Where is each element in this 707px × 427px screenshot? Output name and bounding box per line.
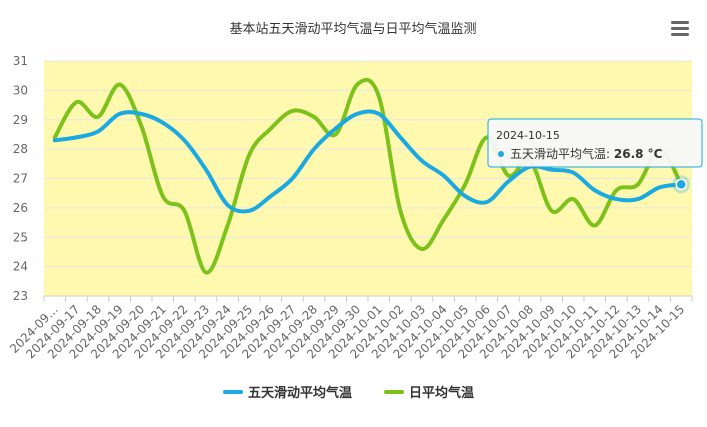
legend-swatch — [384, 390, 404, 394]
menu-button[interactable] — [666, 16, 694, 40]
tooltip-date: 2024-10-15 — [496, 129, 560, 142]
x-axis-labels: 2024-09…2024-09-172024-09-182024-09-1920… — [7, 302, 687, 361]
y-tick-label: 23 — [13, 289, 28, 303]
tooltip-series: 五天滑动平均气温: 26.8 °C — [510, 146, 663, 161]
legend: 五天滑动平均气温 日平均气温 — [223, 385, 474, 401]
tooltip: 2024-10-15 五天滑动平均气温: 26.8 °C — [487, 118, 703, 168]
y-tick-label: 24 — [13, 260, 28, 274]
tooltip-dot — [498, 151, 504, 157]
legend-label: 日平均气温 — [409, 385, 474, 401]
y-tick-label: 25 — [13, 230, 28, 244]
y-tick-label: 27 — [13, 172, 28, 186]
y-tick-label: 30 — [13, 83, 28, 97]
series-lines — [52, 77, 684, 275]
hamburger-icon — [671, 21, 689, 36]
marker-point — [675, 178, 687, 191]
hover-marker — [672, 175, 691, 194]
series-line-rolling-average — [52, 109, 684, 214]
y-axis-labels: 23 24 25 26 27 28 29 30 31 — [13, 54, 28, 303]
y-tick-label: 29 — [13, 113, 28, 127]
legend-item-rolling[interactable]: 五天滑动平均气温 — [223, 385, 352, 401]
chart-title: 基本站五天滑动平均气温与日平均气温监测 — [229, 21, 476, 37]
y-tick-label: 28 — [13, 142, 28, 156]
legend-swatch — [223, 390, 243, 394]
legend-item-daily[interactable]: 日平均气温 — [384, 385, 474, 401]
legend-label: 五天滑动平均气温 — [248, 385, 352, 401]
series-line-daily-average — [52, 77, 684, 275]
tooltip-box — [487, 118, 703, 168]
y-tick-label: 26 — [13, 201, 28, 215]
y-tick-label: 31 — [13, 54, 28, 68]
